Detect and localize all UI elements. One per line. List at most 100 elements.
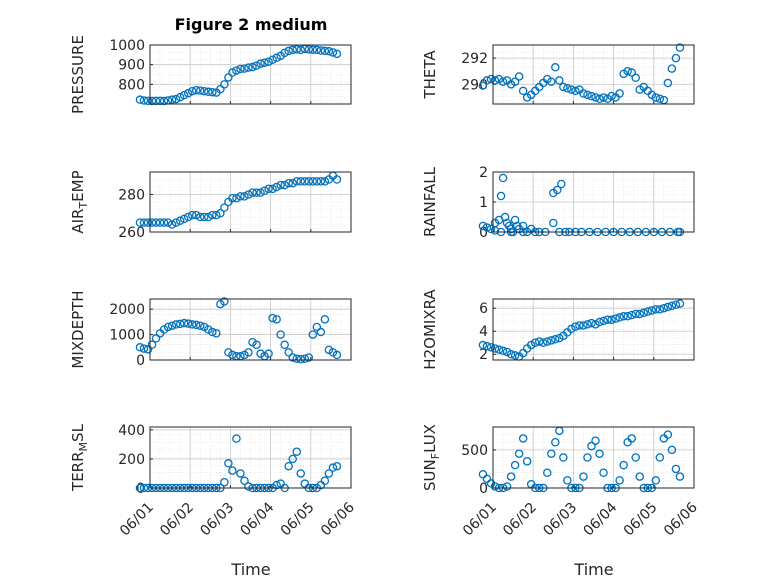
subplot-7: 06/01 06/02 06/03 06/04 06/05 06/060200400TER… (69, 423, 358, 539)
data-point (183, 212, 193, 222)
data-point (228, 350, 237, 360)
data-point (482, 223, 492, 232)
data-point (252, 61, 261, 70)
data-point (595, 94, 604, 104)
data-point (486, 74, 496, 84)
data-point (583, 453, 592, 462)
data-point (260, 186, 269, 195)
y-axis-label: AIRTEMP (69, 170, 90, 233)
data-point (252, 188, 261, 197)
data-point (187, 210, 197, 220)
data-point (506, 349, 516, 359)
x-tick-label: 06/04 (238, 499, 278, 539)
data-point (312, 45, 322, 55)
data-point (244, 482, 253, 491)
data-point (635, 309, 644, 319)
data-point (498, 346, 508, 356)
data-point (312, 322, 322, 332)
data-point (204, 212, 213, 222)
data-point (167, 95, 177, 104)
data-point (155, 218, 165, 227)
data-point (280, 180, 289, 190)
data-point (667, 445, 677, 455)
data-point (292, 354, 301, 363)
data-point (288, 45, 297, 55)
x-tick-label: 06/01 (117, 500, 157, 540)
data-point (232, 66, 241, 75)
data-point (587, 318, 596, 328)
data-point (587, 91, 596, 101)
data-point (563, 476, 572, 485)
x-axis-label-right: Time (573, 560, 613, 579)
data-point (579, 89, 588, 98)
data-point (200, 86, 209, 96)
data-point (244, 63, 253, 72)
data-point (514, 72, 524, 81)
figure-title: Figure 2 medium (175, 15, 328, 34)
data-point (272, 182, 281, 192)
x-tick-label: 06/03 (540, 500, 580, 540)
data-point (256, 188, 265, 197)
data-point (490, 76, 500, 85)
data-point (228, 466, 237, 475)
data-point (228, 193, 237, 203)
data-point (135, 95, 145, 104)
y-axis-label: PRESSURE (69, 35, 87, 114)
data-point (667, 64, 677, 73)
data-point (212, 210, 221, 220)
data-point (208, 327, 217, 337)
data-point (547, 449, 556, 458)
data-point (183, 319, 193, 328)
data-point (240, 192, 249, 201)
data-point (595, 317, 604, 327)
data-point (328, 48, 338, 57)
data-point (595, 449, 604, 458)
data-point (530, 338, 540, 347)
x-tick-label: 06/05 (278, 500, 318, 540)
y-tick-label: 0 (479, 481, 488, 497)
data-point (494, 345, 504, 354)
axes-box (149, 171, 352, 233)
y-tick-label: 2 (479, 347, 488, 363)
data-point (482, 76, 492, 85)
data-point (288, 454, 297, 464)
data-point (163, 218, 173, 227)
data-point (671, 300, 681, 310)
y-tick-label: 2 (479, 165, 488, 181)
data-point (272, 53, 281, 63)
data-point (292, 45, 301, 54)
data-point (304, 353, 314, 362)
data-point (248, 188, 257, 197)
data-point (195, 212, 205, 222)
data-point (244, 190, 253, 199)
data-point (615, 476, 624, 485)
data-point (268, 55, 277, 65)
axes-box (492, 44, 695, 105)
data-point (276, 180, 285, 190)
data-point (208, 210, 217, 220)
data-point (264, 349, 273, 358)
data-point (252, 340, 261, 349)
data-point (482, 341, 492, 351)
subplot-8: 06/01 06/02 06/03 06/04 06/05 06/06 0 500 SUNFLU… (421, 424, 701, 539)
data-point (619, 312, 628, 321)
data-point (147, 96, 157, 106)
data-point (260, 58, 269, 67)
data-point (171, 218, 181, 227)
y-tick-label: 400 (118, 423, 145, 439)
data-point (200, 212, 209, 222)
data-point (599, 93, 608, 102)
data-point (651, 476, 661, 485)
data-point (651, 93, 661, 102)
data-point (284, 178, 293, 188)
data-point (332, 350, 342, 360)
data-point (567, 85, 576, 94)
axes-box (492, 426, 695, 489)
data-point (663, 430, 673, 439)
data-point (675, 472, 685, 481)
y-tick-label: 260 (118, 225, 145, 241)
data-point (187, 320, 197, 329)
data-point (591, 93, 600, 102)
data-point (599, 468, 608, 477)
